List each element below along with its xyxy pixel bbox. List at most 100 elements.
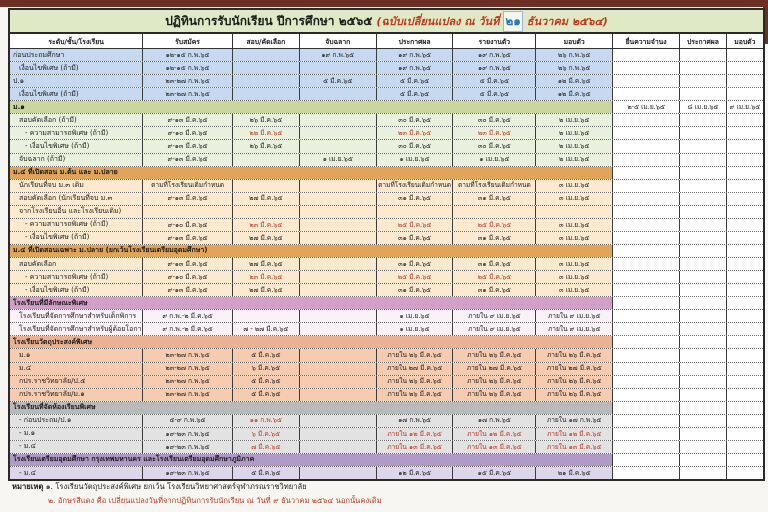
date-cell: ๙-๑๓ มี.ค.๖๕ [143, 153, 233, 166]
date-cell [299, 192, 377, 205]
date-cell [726, 88, 763, 101]
level-label: - ความสามารถพิเศษ (ถ้ามี) [10, 271, 144, 284]
date-cell [613, 388, 681, 401]
date-cell [680, 88, 727, 101]
date-cell [680, 49, 727, 62]
date-cell [726, 205, 763, 218]
section-label: โรงเรียนเตรียมอุดมศึกษา กรุงเทพมหานคร แล… [10, 453, 614, 466]
date-cell: ๒๓ มี.ค.๖๕ [232, 271, 300, 284]
table-row: เงื่อนไขพิเศษ (ถ้ามี) ๑๒-๑๕ ก.พ.๖๕ ๑๙ ก.พ.… [10, 62, 763, 76]
date-cell [680, 453, 727, 466]
date-cell: ตามที่โรงเรียนเดิมกำหนด [143, 179, 233, 192]
table-row: ก่อนประถมศึกษา ๑๒-๑๕ ก.พ.๖๕ ๑๙ ก.พ.๖๕ ๑๙ ก.… [10, 49, 763, 63]
date-cell [299, 349, 377, 362]
level-label: เงื่อนไขพิเศษ (ถ้ามี) [10, 62, 144, 75]
date-cell [726, 323, 763, 336]
table-row: - ม.๔ ๑๙-๒๓ ก.พ.๖๕๗ มี.ค.๖๕ ภายใน ๑๓ มี.ค.… [10, 440, 763, 454]
date-cell: ๑ เม.ย.๖๕ [376, 153, 454, 166]
date-cell: ตามที่โรงเรียนเดิมกำหนด [376, 179, 454, 192]
table-row: - ความสามารถพิเศษ (ถ้ามี) ๙-๑๐ มี.ค.๖๕ ๒๓ … [10, 218, 763, 232]
date-cell: ๖ มี.ค.๖๕ [232, 362, 300, 375]
table-row: สอบคัดเลือก ๙-๑๓ มี.ค.๖๕ ๒๗ มี.ค.๖๕ ๓๑ มี.ค… [10, 258, 763, 272]
date-cell [299, 62, 377, 75]
date-cell: ๑๒ มี.ค.๖๕ [376, 467, 454, 480]
date-cell [726, 375, 763, 388]
date-cell [726, 271, 763, 284]
date-cell: ๒๗ มี.ค.๖๕ [232, 231, 300, 244]
date-cell: ๒๗ มี.ค.๖๕ [232, 284, 300, 297]
date-cell [680, 153, 727, 166]
date-cell: ๓๐ มี.ค.๖๕ [376, 140, 454, 153]
table-row: - เงื่อนไขพิเศษ (ถ้ามี) ๙-๑๓ มี.ค.๖๕ ๒๗ มี… [10, 231, 763, 245]
level-label: - เงื่อนไขพิเศษ (ถ้ามี) [10, 284, 144, 297]
date-cell: ภายใน ๒๖ มี.ค.๖๕ [453, 349, 537, 362]
date-cell [726, 453, 763, 466]
date-cell [726, 153, 763, 166]
date-cell: ๓๑ มี.ค.๖๕ [453, 284, 537, 297]
date-cell: ๙ เม.ย.๖๕ [726, 101, 763, 114]
date-cell: ๒๕ มี.ค.๖๕ [453, 271, 537, 284]
date-cell [299, 414, 377, 427]
date-cell [726, 127, 763, 140]
date-cell [299, 323, 377, 336]
date-cell [680, 218, 727, 231]
date-cell [613, 166, 681, 179]
page-title: ปฏิทินการรับนักเรียน ปีการศึกษา ๒๕๖๕ [165, 13, 373, 28]
level-label: กปร.ราชวิทยาลัย/ม.๑ [10, 388, 144, 401]
date-cell [613, 244, 681, 257]
table-row: - ก่อนประถม/ป.๑ ๕-๙ ก.พ.๖๕ ๑๑ ก.พ.๖๕ ๑๗ ก.พ… [10, 414, 763, 428]
date-cell: ๙-๑๐ มี.ค.๖๕ [143, 271, 233, 284]
section-label: โรงเรียนวัตถุประสงค์พิเศษ [10, 336, 614, 349]
date-cell: ๓๑ มี.ค.๖๕ [376, 258, 454, 271]
date-cell [680, 362, 727, 375]
date-cell [680, 440, 727, 453]
section-label: ม.๔ ที่เปิดสอน ม.ต้น และ ม.ปลาย [10, 166, 614, 179]
date-cell: ๒๓-๒๗ ก.พ.๖๕ [143, 75, 233, 88]
table-body: ก่อนประถมศึกษา ๑๒-๑๕ ก.พ.๖๕ ๑๙ ก.พ.๖๕ ๑๙ ก.… [10, 49, 763, 480]
column-header-row: ระดับ/ชั้น/โรงเรียน รับสมัคร สอบ/คัดเลือกจ… [10, 34, 763, 49]
date-cell: ตามที่โรงเรียนเดิมกำหนด [453, 179, 537, 192]
date-cell [726, 388, 763, 401]
date-cell [680, 284, 727, 297]
footnote-1-text: ๑. โรงเรียนวัตถุประสงค์พิเศษ ยกเว้น โรงเ… [45, 482, 307, 491]
date-cell [232, 62, 300, 75]
date-cell [299, 218, 377, 231]
column-header-1: รับสมัคร [143, 34, 233, 48]
footnote-label: หมายเหตุ [12, 482, 44, 491]
date-cell: ภายใน ๑๗ ก.พ.๖๕ [536, 414, 614, 427]
section-label: โรงเรียนที่จัดห้องเรียนพิเศษ [10, 401, 614, 414]
date-cell [680, 271, 727, 284]
date-cell: ๙-๑๐ มี.ค.๖๕ [143, 218, 233, 231]
date-cell: ภายใน ๒๖ มี.ค.๖๕ [376, 388, 454, 401]
level-label: นักเรียนที่จบ ม.๓ เดิม [10, 179, 144, 192]
date-cell [726, 218, 763, 231]
date-cell [680, 231, 727, 244]
date-cell [299, 140, 377, 153]
date-cell [613, 49, 681, 62]
date-cell [232, 88, 300, 101]
date-cell: ภายใน ๙ เม.ย.๖๕ [453, 323, 537, 336]
date-cell: ๕ มี.ค.๖๕ [232, 388, 300, 401]
scan-edge-top [0, 0, 768, 7]
date-cell: ภายใน ๒๗ มี.ค.๖๕ [376, 362, 454, 375]
date-cell: ภายใน ๙ เม.ย.๖๕ [536, 323, 614, 336]
date-cell [726, 179, 763, 192]
level-label: สอบคัดเลือก [10, 258, 144, 271]
date-cell [299, 284, 377, 297]
date-cell [680, 75, 727, 88]
column-header-8: ประกาศผล [680, 34, 727, 48]
column-header-9: มอบตัว [734, 37, 756, 46]
date-cell [726, 231, 763, 244]
level-label: ม.๔ [10, 362, 144, 375]
date-cell: ๕ มี.ค.๖๕ [299, 75, 377, 88]
date-cell [726, 192, 763, 205]
level-label: โรงเรียนที่จัดการศึกษาสำหรับเด็กพิการ [10, 310, 144, 323]
date-cell [299, 114, 377, 127]
date-cell [613, 297, 681, 310]
footnote-2-text: ๒. อักษรสีแดง คือ เปลี่ยนแปลงวันที่จากปฏ… [48, 496, 382, 506]
date-cell [726, 62, 763, 75]
date-cell [680, 414, 727, 427]
date-cell: ๙-๑๓ มี.ค.๖๕ [143, 114, 233, 127]
date-cell [726, 75, 763, 88]
